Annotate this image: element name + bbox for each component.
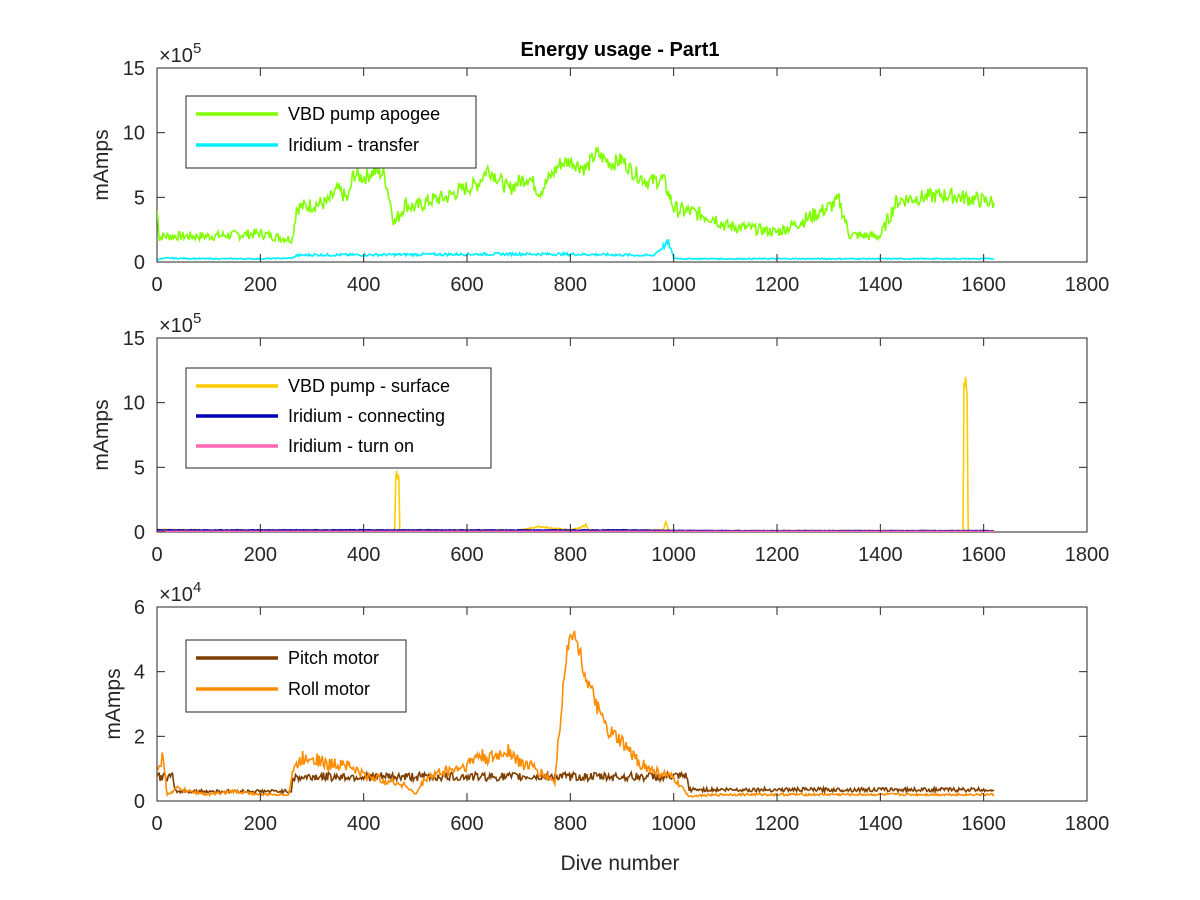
x-tick-label: 400	[347, 813, 380, 835]
panel-2-series	[157, 376, 995, 532]
x-tick-label: 200	[244, 813, 277, 835]
y-tick-label: 6	[134, 597, 145, 619]
x-tick-label: 0	[151, 544, 162, 566]
y-tick-label: 4	[134, 662, 145, 684]
x-tick-label: 1000	[651, 274, 696, 296]
y-tick-label: 5	[134, 187, 145, 209]
panel-1: 0 200 400 600 800 1000 1200 1400 1600 1800 0 5 10 15 ×…	[90, 40, 1109, 296]
x-tick-label: 1200	[755, 813, 800, 835]
x-tick-label: 400	[347, 274, 380, 296]
x-tick-label: 1400	[858, 274, 903, 296]
legend-panel-3: Pitch motor Roll motor	[185, 639, 407, 713]
panel-3-series	[157, 630, 995, 799]
x-tick-label: 600	[450, 274, 483, 296]
y-exponent-label: ×105	[159, 310, 201, 337]
legend-entry: Iridium - transfer	[288, 135, 419, 155]
x-tick-label: 1600	[961, 544, 1006, 566]
x-tick-label: 800	[554, 274, 587, 296]
series-line-vbd-pump-apogee	[157, 146, 995, 245]
legend-panel-1: VBD pump apogee Iridium - transfer	[185, 95, 477, 169]
y-tick-label: 0	[134, 791, 145, 813]
y-tick-label: 10	[123, 123, 145, 145]
legend-entry: Iridium - connecting	[288, 406, 445, 426]
y-axis-label: mAmps	[102, 668, 125, 739]
y-tick-label: 15	[123, 58, 145, 80]
x-tick-label: 1800	[1065, 813, 1110, 835]
legend-panel-2: VBD pump - surface Iridium - connecting Ir…	[185, 367, 492, 469]
y-tick-label: 10	[123, 393, 145, 415]
legend-box	[185, 95, 477, 169]
legend-entry: Pitch motor	[288, 648, 379, 668]
y-axis-label: mAmps	[90, 399, 113, 470]
panel-3: 0 200 400 600 800 1000 1200 1400 1600 1800 0 2 4 6 ×10…	[102, 579, 1109, 835]
x-tick-label: 1200	[755, 544, 800, 566]
y-tick-label: 2	[134, 726, 145, 748]
y-tick-label: 15	[123, 328, 145, 350]
y-tick-label: 0	[134, 252, 145, 274]
legend-entry: VBD pump - surface	[288, 376, 450, 396]
x-tick-label: 1000	[651, 813, 696, 835]
x-axis-label: Dive number	[560, 852, 679, 875]
x-tick-label: 400	[347, 544, 380, 566]
series-line-iridium-transfer	[157, 238, 995, 261]
x-tick-label: 800	[554, 813, 587, 835]
figure-title: Energy usage - Part1	[521, 39, 720, 61]
x-tick-label: 1800	[1065, 274, 1110, 296]
x-tick-label: 200	[244, 274, 277, 296]
series-line-pitch-motor	[157, 769, 995, 795]
legend-entry: Iridium - turn on	[288, 436, 414, 456]
y-axis-label: mAmps	[90, 129, 113, 200]
y-exponent-label: ×105	[159, 40, 201, 67]
panel-2: 0 200 400 600 800 1000 1200 1400 1600 1800 0 5 10 15 ×…	[90, 310, 1109, 566]
x-tick-label: 600	[450, 813, 483, 835]
panel-1-series	[157, 146, 995, 261]
x-tick-label: 1600	[961, 813, 1006, 835]
x-tick-label: 800	[554, 544, 587, 566]
x-tick-label: 1400	[858, 544, 903, 566]
x-tick-label: 1800	[1065, 544, 1110, 566]
y-tick-label: 5	[134, 457, 145, 479]
y-tick-label: 0	[134, 522, 145, 544]
x-tick-label: 1200	[755, 274, 800, 296]
x-tick-label: 1000	[651, 544, 696, 566]
legend-entry: VBD pump apogee	[288, 104, 440, 124]
series-line-roll-motor	[157, 630, 995, 799]
x-tick-label: 200	[244, 544, 277, 566]
y-exponent-label: ×104	[159, 579, 201, 606]
x-tick-label: 1600	[961, 274, 1006, 296]
legend-box	[185, 639, 407, 713]
subplots: 0 200 400 600 800 1000 1200 1400 1600 1800051015×…	[90, 40, 1109, 835]
legend-entry: Roll motor	[288, 679, 370, 699]
x-tick-label: 600	[450, 544, 483, 566]
x-tick-label: 0	[151, 274, 162, 296]
x-tick-label: 0	[151, 813, 162, 835]
x-tick-label: 1400	[858, 813, 903, 835]
